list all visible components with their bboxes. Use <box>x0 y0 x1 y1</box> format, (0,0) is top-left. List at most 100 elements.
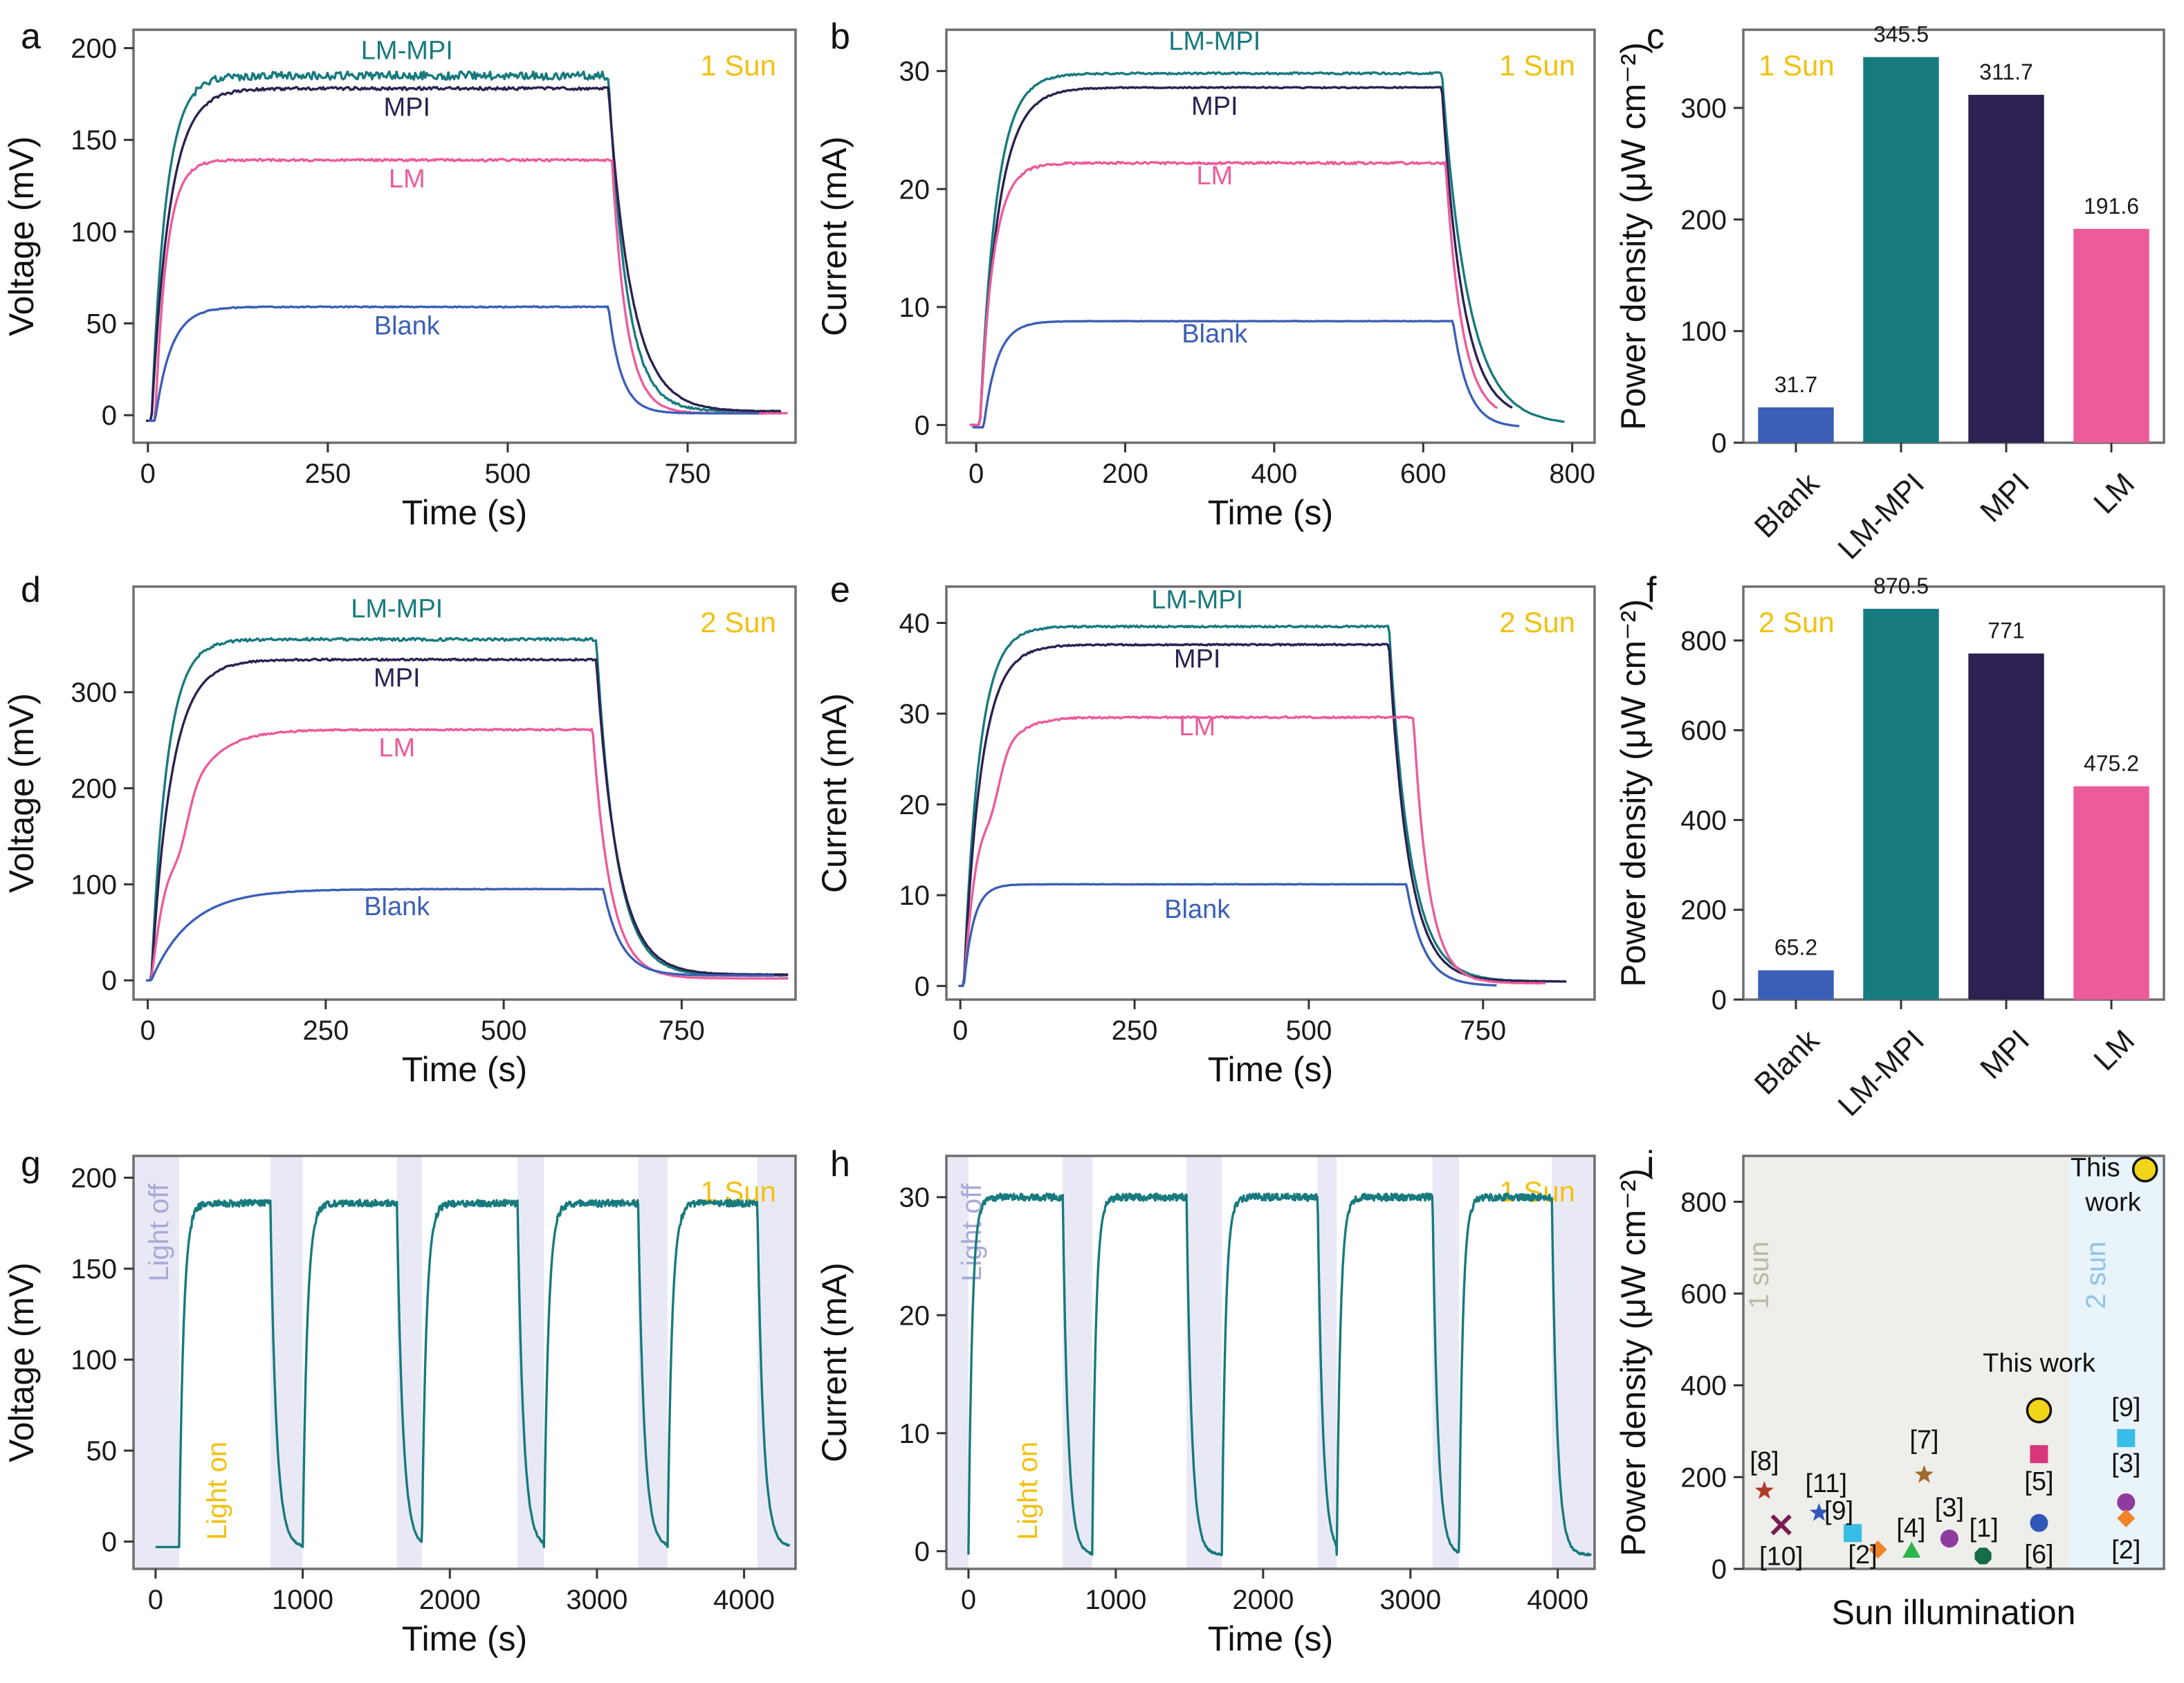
light-off-band <box>1186 1156 1222 1569</box>
x-tick-label: 400 <box>1251 459 1298 489</box>
series-annotation-mpi: MPI <box>1191 92 1238 121</box>
bar-value-label: 65.2 <box>1774 935 1817 960</box>
x-tick-label: 500 <box>481 1015 527 1046</box>
y-tick-label: 300 <box>1680 93 1727 124</box>
x-tick-label: 250 <box>302 1015 349 1046</box>
plot-frame <box>132 28 797 444</box>
marker-star <box>1914 1464 1934 1483</box>
series-annotation-lmmpi: LM-MPI <box>1168 27 1260 56</box>
marker-square <box>2030 1445 2048 1464</box>
condition-label: 2 Sun <box>700 606 776 638</box>
y-tick-label: 0 <box>102 966 117 996</box>
y-tick-label: 800 <box>1680 1187 1727 1217</box>
plot-frame <box>1742 585 2165 1001</box>
point-label: [10] <box>1759 1542 1803 1571</box>
condition-label: 1 Sun <box>1499 49 1575 82</box>
x-tick-label: 4000 <box>713 1585 775 1615</box>
y-axis-label: Voltage (mV) <box>2 693 41 893</box>
point-label: [8] <box>1750 1447 1779 1476</box>
light-off-band <box>1552 1156 1595 1569</box>
x-tick-label: 1000 <box>1085 1585 1146 1615</box>
x-tick-label: 0 <box>953 1015 968 1046</box>
bar-blank <box>1758 970 1834 1000</box>
region-1-sun <box>1743 1156 2070 1569</box>
marker-circle <box>1940 1529 1958 1548</box>
x-tick-label: 750 <box>665 459 711 489</box>
bar-value-label: 771 <box>1988 618 2024 643</box>
x-tick-label: 0 <box>140 459 156 489</box>
x-tick-label: 750 <box>659 1015 705 1046</box>
y-tick-label: 400 <box>1680 1371 1727 1401</box>
y-tick-label: 20 <box>899 1300 930 1331</box>
condition-label: 2 Sun <box>1499 606 1575 638</box>
series-line-mpi <box>146 86 782 422</box>
light-off-band <box>638 1156 668 1569</box>
panel-f: 0 200 400 600 800 Power density (μW cm⁻²) 2 Su… <box>1614 573 2165 1123</box>
marker-diamond <box>1869 1541 1887 1559</box>
marker-triangle <box>1902 1541 1921 1558</box>
panel-letter-i: i <box>1646 1144 1655 1184</box>
series-line-lmmpi <box>969 71 1565 427</box>
panel-a: 0 50 100 150 200 0 250 500 750 Time (s) Voltage (m… <box>2 28 797 532</box>
y-tick-label: 0 <box>915 410 930 441</box>
point-label: [6] <box>2024 1541 2053 1570</box>
bar-category-label: Blank <box>1748 1023 1826 1101</box>
series-annotation-blank: Blank <box>364 892 430 921</box>
y-axis-label: Power density (μW cm⁻²) <box>1614 599 1653 987</box>
series-annotation-lmmpi: LM-MPI <box>361 36 453 65</box>
x-tick-label: 200 <box>1102 459 1148 489</box>
series-line-lm <box>958 715 1546 987</box>
y-tick-label: 10 <box>899 881 930 911</box>
x-tick-label: 600 <box>1400 459 1447 489</box>
y-tick-label: 20 <box>899 174 930 205</box>
y-tick-label: 200 <box>71 34 117 64</box>
y-tick-label: 0 <box>915 971 930 1002</box>
point-label: [9] <box>2111 1393 2140 1422</box>
cycle-line <box>967 1192 1593 1557</box>
marker-star <box>1809 1502 1828 1521</box>
plot-frame <box>132 1155 797 1570</box>
light-off-band <box>1063 1156 1092 1569</box>
series-annotation-lmmpi: LM-MPI <box>351 594 443 623</box>
point-label: [2] <box>1848 1541 1877 1570</box>
y-tick-label: 100 <box>1680 317 1727 347</box>
point-label: [2] <box>2111 1536 2140 1565</box>
y-axis-label: Voltage (mV) <box>2 136 41 336</box>
point-label: work <box>2084 1188 2141 1217</box>
series-line-blank <box>958 883 1497 987</box>
panel-letter-a: a <box>21 17 41 57</box>
point-label: [4] <box>1896 1514 1925 1543</box>
condition-label: 1 Sun <box>1499 1175 1575 1208</box>
x-axis-label: Time (s) <box>402 1619 527 1658</box>
y-tick-label: 150 <box>71 1254 117 1285</box>
y-tick-label: 100 <box>71 1345 117 1376</box>
series-annotation-mpi: MPI <box>1174 645 1221 674</box>
panel-h: 0 10 20 30 0 1000 2000 3000 4000 Time (s) Current … <box>815 1155 1596 1658</box>
y-tick-label: 400 <box>1680 805 1727 836</box>
x-tick-label: 0 <box>961 1585 976 1615</box>
bar-value-label: 311.7 <box>1979 59 2033 84</box>
x-tick-label: 0 <box>148 1585 163 1615</box>
light-off-band <box>1432 1156 1460 1569</box>
y-axis-label: Current (mA) <box>815 693 854 893</box>
y-tick-label: 200 <box>1680 895 1727 926</box>
series-annotation-lm: LM <box>389 165 425 194</box>
series-line-lmmpi <box>958 624 1560 987</box>
y-tick-label: 30 <box>899 1183 930 1213</box>
series-line-lm <box>146 728 789 982</box>
light-off-band <box>134 1156 179 1569</box>
y-tick-label: 200 <box>1680 205 1727 235</box>
panel-letter-f: f <box>1646 570 1657 610</box>
x-tick-label: 1000 <box>272 1585 333 1615</box>
bar-mpi <box>1968 653 2044 1000</box>
y-tick-label: 200 <box>71 774 117 804</box>
y-tick-label: 30 <box>899 699 930 730</box>
y-axis-label: Current (mA) <box>815 136 854 336</box>
y-tick-label: 200 <box>1680 1462 1727 1493</box>
condition-label: 2 Sun <box>1759 606 1835 638</box>
series-line-blank <box>146 888 774 982</box>
y-tick-label: 10 <box>899 293 930 323</box>
y-tick-label: 100 <box>71 870 117 900</box>
marker-octagon <box>1974 1547 1992 1565</box>
